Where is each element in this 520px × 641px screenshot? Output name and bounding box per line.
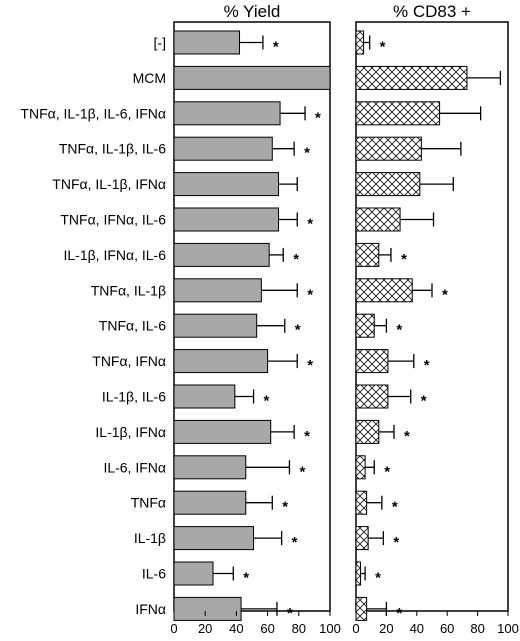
x-tick-label-yield: 40: [229, 621, 243, 636]
x-tick-label-yield: 0: [170, 621, 177, 636]
bar-cd83: [355, 490, 368, 515]
significance-mark-yield: *: [273, 39, 279, 56]
bar-cd83: [355, 313, 375, 338]
bar-yield: [173, 349, 269, 374]
category-label: IFNα: [135, 601, 166, 617]
category-label: IL-1β: [134, 530, 166, 546]
panel-yield: % Yield * * * * * * * * * * * * * * * 0 20 40 60 80 100: [170, 2, 340, 636]
category-labels: [-] MCM TNFα, IL-1β, IL-6, IFNα TNFα, IL-1β…: [20, 35, 166, 617]
panel-title-yield: % Yield: [224, 2, 281, 21]
x-tick-label-cd83: 40: [410, 621, 424, 636]
category-label: TNFα, IL-1β: [91, 282, 166, 298]
category-label: [-]: [154, 35, 166, 51]
bar-yield: [173, 65, 331, 90]
significance-mark-cd83: *: [401, 251, 407, 268]
significance-mark-yield: *: [307, 216, 313, 233]
bar-yield: [173, 242, 270, 267]
significance-mark-cd83: *: [393, 534, 399, 551]
bar-cd83: [355, 172, 421, 197]
x-tick-label-cd83: 100: [497, 621, 519, 636]
significance-mark-cd83: *: [396, 605, 402, 622]
category-label: IL-6, IFNα: [103, 459, 166, 475]
bar-yield: [173, 455, 247, 480]
significance-mark-cd83: *: [375, 570, 381, 587]
bar-yield: [173, 207, 280, 232]
bar-cd83: [355, 384, 389, 409]
bar-cd83: [355, 65, 468, 90]
bar-cd83: [355, 278, 413, 303]
bar-yield: [173, 561, 214, 586]
significance-mark-cd83: *: [380, 39, 386, 56]
bar-cd83: [355, 242, 380, 267]
category-label: TNFα, IL-1β, IL-6: [59, 141, 166, 157]
bar-yield: [173, 313, 258, 338]
category-label: TNFα: [131, 495, 166, 511]
significance-mark-yield: *: [264, 393, 270, 410]
significance-mark-yield: *: [243, 570, 249, 587]
significance-mark-cd83: *: [396, 322, 402, 339]
x-tick-label-yield: 100: [319, 621, 341, 636]
bar-cd83: [355, 136, 422, 161]
panel-cd83: % CD83 + * * * * * * * * * * * * 0 20 40 60 80 100: [352, 2, 518, 636]
significance-mark-cd83: *: [404, 428, 410, 445]
significance-mark-cd83: *: [442, 286, 448, 303]
panel-title-cd83: % CD83 +: [393, 2, 471, 21]
x-tick-label-yield: 60: [260, 621, 274, 636]
x-tick-label-yield: 20: [198, 621, 212, 636]
category-label: TNFα, IL-6: [99, 318, 166, 334]
bar-cd83: [355, 419, 380, 444]
bar-yield: [173, 30, 241, 55]
significance-mark-yield: *: [307, 286, 313, 303]
significance-mark-cd83: *: [392, 499, 398, 516]
significance-mark-yield: *: [315, 109, 321, 126]
significance-mark-cd83: *: [384, 463, 390, 480]
bar-cd83: [355, 596, 368, 621]
x-tick-label-cd83: 60: [440, 621, 454, 636]
bar-yield: [173, 101, 281, 126]
bar-yield: [173, 526, 255, 551]
x-tick-label-cd83: 80: [470, 621, 484, 636]
bar-cd83: [355, 455, 366, 480]
x-tick-label-yield: 80: [292, 621, 306, 636]
category-label: TNFα, IFNα: [92, 353, 166, 369]
bar-cd83: [355, 526, 369, 551]
bar-yield: [173, 419, 272, 444]
category-label: TNFα, IL-1β, IL-6, IFNα: [20, 105, 166, 121]
category-label: MCM: [133, 70, 166, 86]
bar-yield: [173, 596, 242, 621]
significance-mark-yield: *: [292, 534, 298, 551]
significance-mark-yield: *: [293, 251, 299, 268]
category-label: TNFα, IFNα, IL-6: [60, 212, 166, 228]
bar-cd83: [355, 349, 389, 374]
significance-mark-yield: *: [307, 357, 313, 374]
significance-mark-yield: *: [304, 428, 310, 445]
x-tick-label-cd83: 0: [352, 621, 359, 636]
x-tick-label-cd83: 20: [379, 621, 393, 636]
bar-cd83: [355, 101, 441, 126]
significance-mark-cd83: *: [424, 357, 430, 374]
bar-yield: [173, 278, 262, 303]
significance-mark-yield: *: [299, 463, 305, 480]
significance-mark-cd83: *: [421, 393, 427, 410]
significance-mark-yield: *: [282, 499, 288, 516]
bar-yield: [173, 172, 280, 197]
bar-cd83: [355, 207, 401, 232]
bar-cd83: [355, 561, 362, 586]
category-label: TNFα, IL-1β, IFNα: [52, 176, 166, 192]
bar-yield: [173, 136, 273, 161]
significance-mark-yield: *: [304, 145, 310, 162]
bar-yield: [173, 384, 236, 409]
category-label: IL-1β, IL-6: [102, 389, 166, 405]
category-label: IL-6: [142, 566, 166, 582]
significance-mark-yield: *: [295, 322, 301, 339]
significance-mark-yield: *: [287, 605, 293, 622]
bar-yield: [173, 490, 247, 515]
category-label: IL-1β, IFNα: [95, 424, 166, 440]
bar-cd83: [355, 30, 365, 55]
category-label: IL-1β, IFNα, IL-6: [63, 247, 166, 263]
